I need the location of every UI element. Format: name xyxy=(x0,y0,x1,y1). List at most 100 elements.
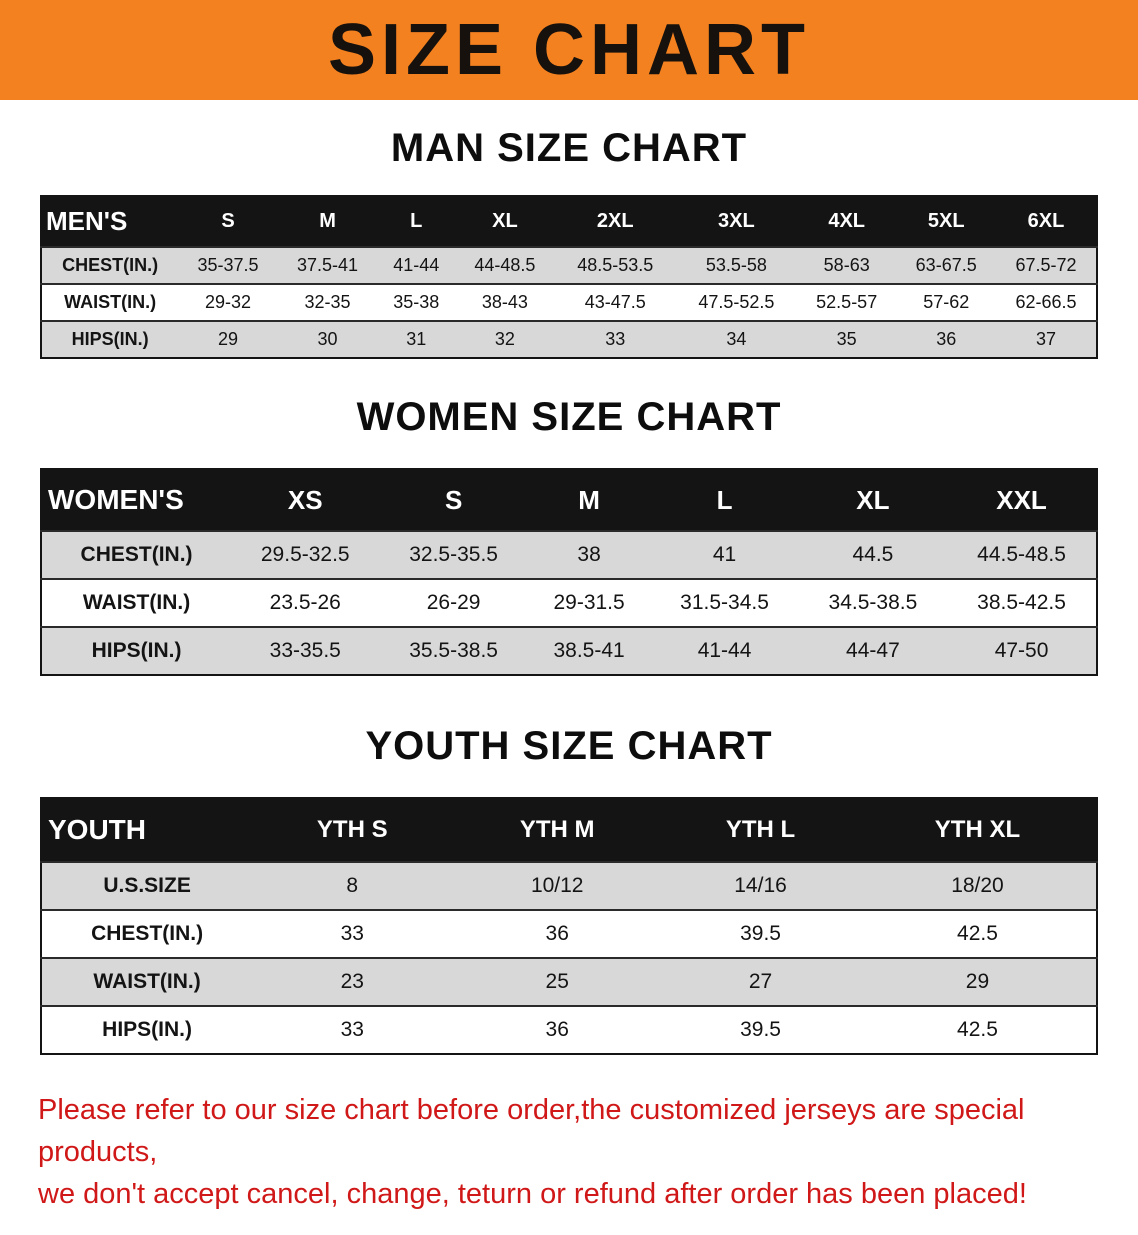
size-column-header: XL xyxy=(798,469,948,531)
value-cell: 34.5-38.5 xyxy=(798,578,948,627)
size-column-header: 3XL xyxy=(675,196,797,247)
youth-section-heading: YOUTH SIZE CHART xyxy=(365,724,773,768)
value-cell: 47-50 xyxy=(947,626,1097,675)
value-cell: 10/12 xyxy=(452,861,663,910)
size-column-header: L xyxy=(377,196,456,247)
value-cell: 27 xyxy=(662,957,859,1006)
value-cell: 48.5-53.5 xyxy=(554,246,676,284)
size-column-header: YTH S xyxy=(252,798,453,862)
value-cell: 18/20 xyxy=(858,861,1097,910)
table-header-row: MEN'S S M L XL 2XL 3XL 4XL 5XL 6XL xyxy=(41,196,1097,247)
size-column-header: M xyxy=(527,469,651,531)
section-men: MAN SIZE CHART MEN'S S M L XL 2XL 3XL 4XL 5XL 6XL… xyxy=(0,126,1138,359)
size-column-header: L xyxy=(650,469,799,531)
value-cell: 44.5-48.5 xyxy=(947,530,1097,579)
table-row: HIPS(IN.) 33-35.5 35.5-38.5 38.5-41 41-44 44-… xyxy=(41,626,1097,675)
value-cell: 44-48.5 xyxy=(455,246,555,284)
men-table-wrap: MEN'S S M L XL 2XL 3XL 4XL 5XL 6XL CHEST(IN.) 35-37… xyxy=(0,195,1138,359)
value-cell: 43-47.5 xyxy=(554,283,676,321)
value-cell: 23 xyxy=(252,957,453,1006)
value-cell: 31.5-34.5 xyxy=(650,578,799,627)
row-label-cell: CHEST(IN.) xyxy=(41,246,179,284)
value-cell: 53.5-58 xyxy=(675,246,797,284)
value-cell: 8 xyxy=(252,861,453,910)
value-cell: 41-44 xyxy=(650,626,799,675)
disclaimer-line-1: Please refer to our size chart before or… xyxy=(38,1094,1025,1169)
value-cell: 35.5-38.5 xyxy=(379,626,528,675)
size-column-header: YTH L xyxy=(662,798,859,862)
men-size-table: MEN'S S M L XL 2XL 3XL 4XL 5XL 6XL CHEST(IN.) 35-37… xyxy=(40,195,1098,359)
value-cell: 38 xyxy=(527,530,651,579)
row-label-cell: HIPS(IN.) xyxy=(41,320,179,358)
size-column-header: XXL xyxy=(947,469,1097,531)
value-cell: 42.5 xyxy=(858,909,1097,958)
value-cell: 39.5 xyxy=(662,1005,859,1054)
value-cell: 29-31.5 xyxy=(527,578,651,627)
disclaimer-line-2: we don't accept cancel, change, teturn o… xyxy=(38,1178,1027,1211)
table-title-cell: MEN'S xyxy=(41,196,179,247)
size-column-header: 6XL xyxy=(995,196,1097,247)
section-youth: YOUTH SIZE CHART YOUTH YTH S YTH M YTH L YTH… xyxy=(0,724,1138,1055)
value-cell: 38.5-42.5 xyxy=(947,578,1097,627)
value-cell: 57-62 xyxy=(896,283,996,321)
value-cell: 32 xyxy=(455,320,555,358)
size-column-header: XS xyxy=(231,469,380,531)
value-cell: 33 xyxy=(252,909,453,958)
value-cell: 32-35 xyxy=(277,283,378,321)
value-cell: 44.5 xyxy=(798,530,948,579)
value-cell: 33 xyxy=(554,320,676,358)
size-column-header: 5XL xyxy=(896,196,996,247)
value-cell: 29.5-32.5 xyxy=(231,530,380,579)
row-label-cell: CHEST(IN.) xyxy=(41,530,232,579)
youth-table-wrap: YOUTH YTH S YTH M YTH L YTH XL U.S.SIZE 8 10/12… xyxy=(0,797,1138,1055)
table-row: WAIST(IN.) 23 25 27 29 xyxy=(41,957,1097,1006)
value-cell: 36 xyxy=(452,909,663,958)
table-row: WAIST(IN.) 29-32 32-35 35-38 38-43 43-47.5 47.… xyxy=(41,283,1097,321)
value-cell: 23.5-26 xyxy=(231,578,380,627)
row-label-cell: CHEST(IN.) xyxy=(41,909,253,958)
value-cell: 63-67.5 xyxy=(896,246,996,284)
value-cell: 47.5-52.5 xyxy=(675,283,797,321)
size-column-header: YTH M xyxy=(452,798,663,862)
row-label-cell: HIPS(IN.) xyxy=(41,1005,253,1054)
row-label-cell: WAIST(IN.) xyxy=(41,283,179,321)
size-column-header: 4XL xyxy=(796,196,897,247)
value-cell: 44-47 xyxy=(798,626,948,675)
size-column-header: S xyxy=(178,196,278,247)
row-label-cell: HIPS(IN.) xyxy=(41,626,232,675)
value-cell: 32.5-35.5 xyxy=(379,530,528,579)
value-cell: 29-32 xyxy=(178,283,278,321)
table-row: WAIST(IN.) 23.5-26 26-29 29-31.5 31.5-34.5 34… xyxy=(41,578,1097,627)
value-cell: 14/16 xyxy=(662,861,859,910)
value-cell: 67.5-72 xyxy=(995,246,1097,284)
value-cell: 42.5 xyxy=(858,1005,1097,1054)
table-title-cell: YOUTH xyxy=(41,798,253,862)
value-cell: 31 xyxy=(377,320,456,358)
table-row: CHEST(IN.) 35-37.5 37.5-41 41-44 44-48.5 48.5… xyxy=(41,246,1097,284)
size-column-header: 2XL xyxy=(554,196,676,247)
value-cell: 35 xyxy=(796,320,897,358)
women-section-heading: WOMEN SIZE CHART xyxy=(356,395,782,439)
table-row: HIPS(IN.) 33 36 39.5 42.5 xyxy=(41,1005,1097,1054)
value-cell: 36 xyxy=(452,1005,663,1054)
value-cell: 37.5-41 xyxy=(277,246,378,284)
table-row: U.S.SIZE 8 10/12 14/16 18/20 xyxy=(41,861,1097,910)
youth-size-table: YOUTH YTH S YTH M YTH L YTH XL U.S.SIZE 8 10/12… xyxy=(40,797,1098,1055)
value-cell: 25 xyxy=(452,957,663,1006)
value-cell: 29 xyxy=(178,320,278,358)
table-row: CHEST(IN.) 33 36 39.5 42.5 xyxy=(41,909,1097,958)
value-cell: 33 xyxy=(252,1005,453,1054)
value-cell: 52.5-57 xyxy=(796,283,897,321)
content: MAN SIZE CHART MEN'S S M L XL 2XL 3XL 4XL 5XL 6XL… xyxy=(0,126,1138,1055)
row-label-cell: U.S.SIZE xyxy=(41,861,253,910)
value-cell: 41 xyxy=(650,530,799,579)
row-label-cell: WAIST(IN.) xyxy=(41,957,253,1006)
value-cell: 36 xyxy=(896,320,996,358)
value-cell: 62-66.5 xyxy=(995,283,1097,321)
value-cell: 37 xyxy=(995,320,1097,358)
section-women: WOMEN SIZE CHART WOMEN'S XS S M L XL XXL CHEST(… xyxy=(0,395,1138,676)
value-cell: 35-37.5 xyxy=(178,246,278,284)
value-cell: 39.5 xyxy=(662,909,859,958)
table-row: HIPS(IN.) 29 30 31 32 33 34 35 36 37 xyxy=(41,320,1097,358)
table-header-row: YOUTH YTH S YTH M YTH L YTH XL xyxy=(41,798,1097,862)
